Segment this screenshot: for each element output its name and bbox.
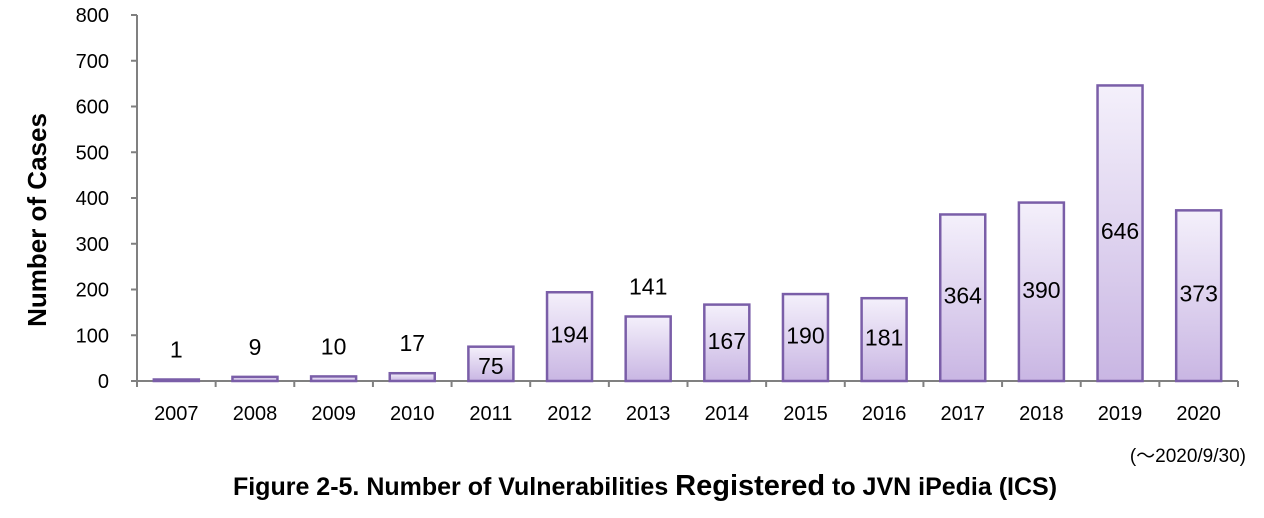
x-tick-label: 2019 xyxy=(1098,403,1143,425)
data-label: 390 xyxy=(1022,277,1060,303)
caption-part-2: Registered xyxy=(675,470,826,502)
y-tick-label: 600 xyxy=(76,97,109,119)
y-tick-label: 400 xyxy=(76,188,109,210)
x-tick-label: 2016 xyxy=(862,403,907,425)
data-label: 646 xyxy=(1101,218,1139,244)
data-label: 141 xyxy=(629,273,667,299)
data-label: 190 xyxy=(786,323,824,349)
x-tick-label: 2020 xyxy=(1176,403,1221,425)
data-label: 10 xyxy=(321,333,347,359)
y-tick-label: 500 xyxy=(76,142,109,164)
data-labels: 1 9 10 17 75 194 141 167 190 181 364 390 646 373 xyxy=(170,218,1218,379)
bar-2020 xyxy=(1174,209,1223,383)
y-tick-label: 800 xyxy=(76,5,109,27)
data-label: 194 xyxy=(550,322,589,348)
data-label: 167 xyxy=(708,328,746,354)
bar-2015 xyxy=(781,292,830,383)
x-tick-label: 2012 xyxy=(547,403,592,425)
x-tick-label: 2011 xyxy=(469,403,512,425)
x-tick-label: 2015 xyxy=(783,403,828,425)
data-label: 9 xyxy=(249,334,262,360)
bar-2010 xyxy=(388,371,436,383)
bar-2007 xyxy=(152,378,201,383)
data-label: 1 xyxy=(170,337,183,363)
bar-2008 xyxy=(231,375,279,383)
x-tick-label: 2017 xyxy=(941,403,986,425)
y-axis: 0 100 200 300 400 500 600 700 800 xyxy=(76,5,138,393)
x-tick-label: 2010 xyxy=(390,403,435,425)
data-label: 75 xyxy=(478,353,504,379)
bar-2009 xyxy=(309,375,358,383)
data-label: 373 xyxy=(1179,281,1217,307)
y-tick-label: 100 xyxy=(76,325,109,347)
x-tick-label: 2018 xyxy=(1019,403,1064,425)
y-tick-label: 700 xyxy=(76,51,109,73)
bar-2018 xyxy=(1017,201,1066,383)
bar-2014 xyxy=(703,303,751,383)
x-axis: 2007 2008 2009 2010 2011 2012 2013 2014 2015 2016… xyxy=(136,380,1239,425)
y-tick-label: 0 xyxy=(98,371,109,393)
bar-2011 xyxy=(467,345,515,383)
data-label: 181 xyxy=(865,325,903,351)
y-tick-label: 200 xyxy=(76,280,109,302)
y-tick-label: 300 xyxy=(76,234,109,256)
caption-part-3: to JVN iPedia (ICS) xyxy=(825,473,1058,501)
x-tick-label: 2009 xyxy=(311,403,356,425)
figure-caption: Figure 2-5. Number of Vulnerabilities Re… xyxy=(0,470,1264,503)
x-tick-label: 2013 xyxy=(626,403,671,425)
bar-2016 xyxy=(860,296,908,383)
caption-part-1: Figure 2-5. Number of Vulnerabilities xyxy=(232,473,676,501)
bar-2019 xyxy=(1096,84,1144,383)
bar-2017 xyxy=(939,213,987,383)
bar-2013 xyxy=(624,315,672,383)
date-range-note: (～2020/9/30) xyxy=(1129,446,1246,467)
bar-2012 xyxy=(545,290,594,383)
x-tick-label: 2014 xyxy=(705,403,750,425)
x-tick-label: 2008 xyxy=(233,403,278,425)
data-label: 17 xyxy=(399,330,425,356)
bars xyxy=(152,84,1223,383)
data-label: 364 xyxy=(944,283,983,309)
x-tick-label: 2007 xyxy=(154,403,199,425)
y-axis-title: Number of Cases xyxy=(22,113,52,327)
